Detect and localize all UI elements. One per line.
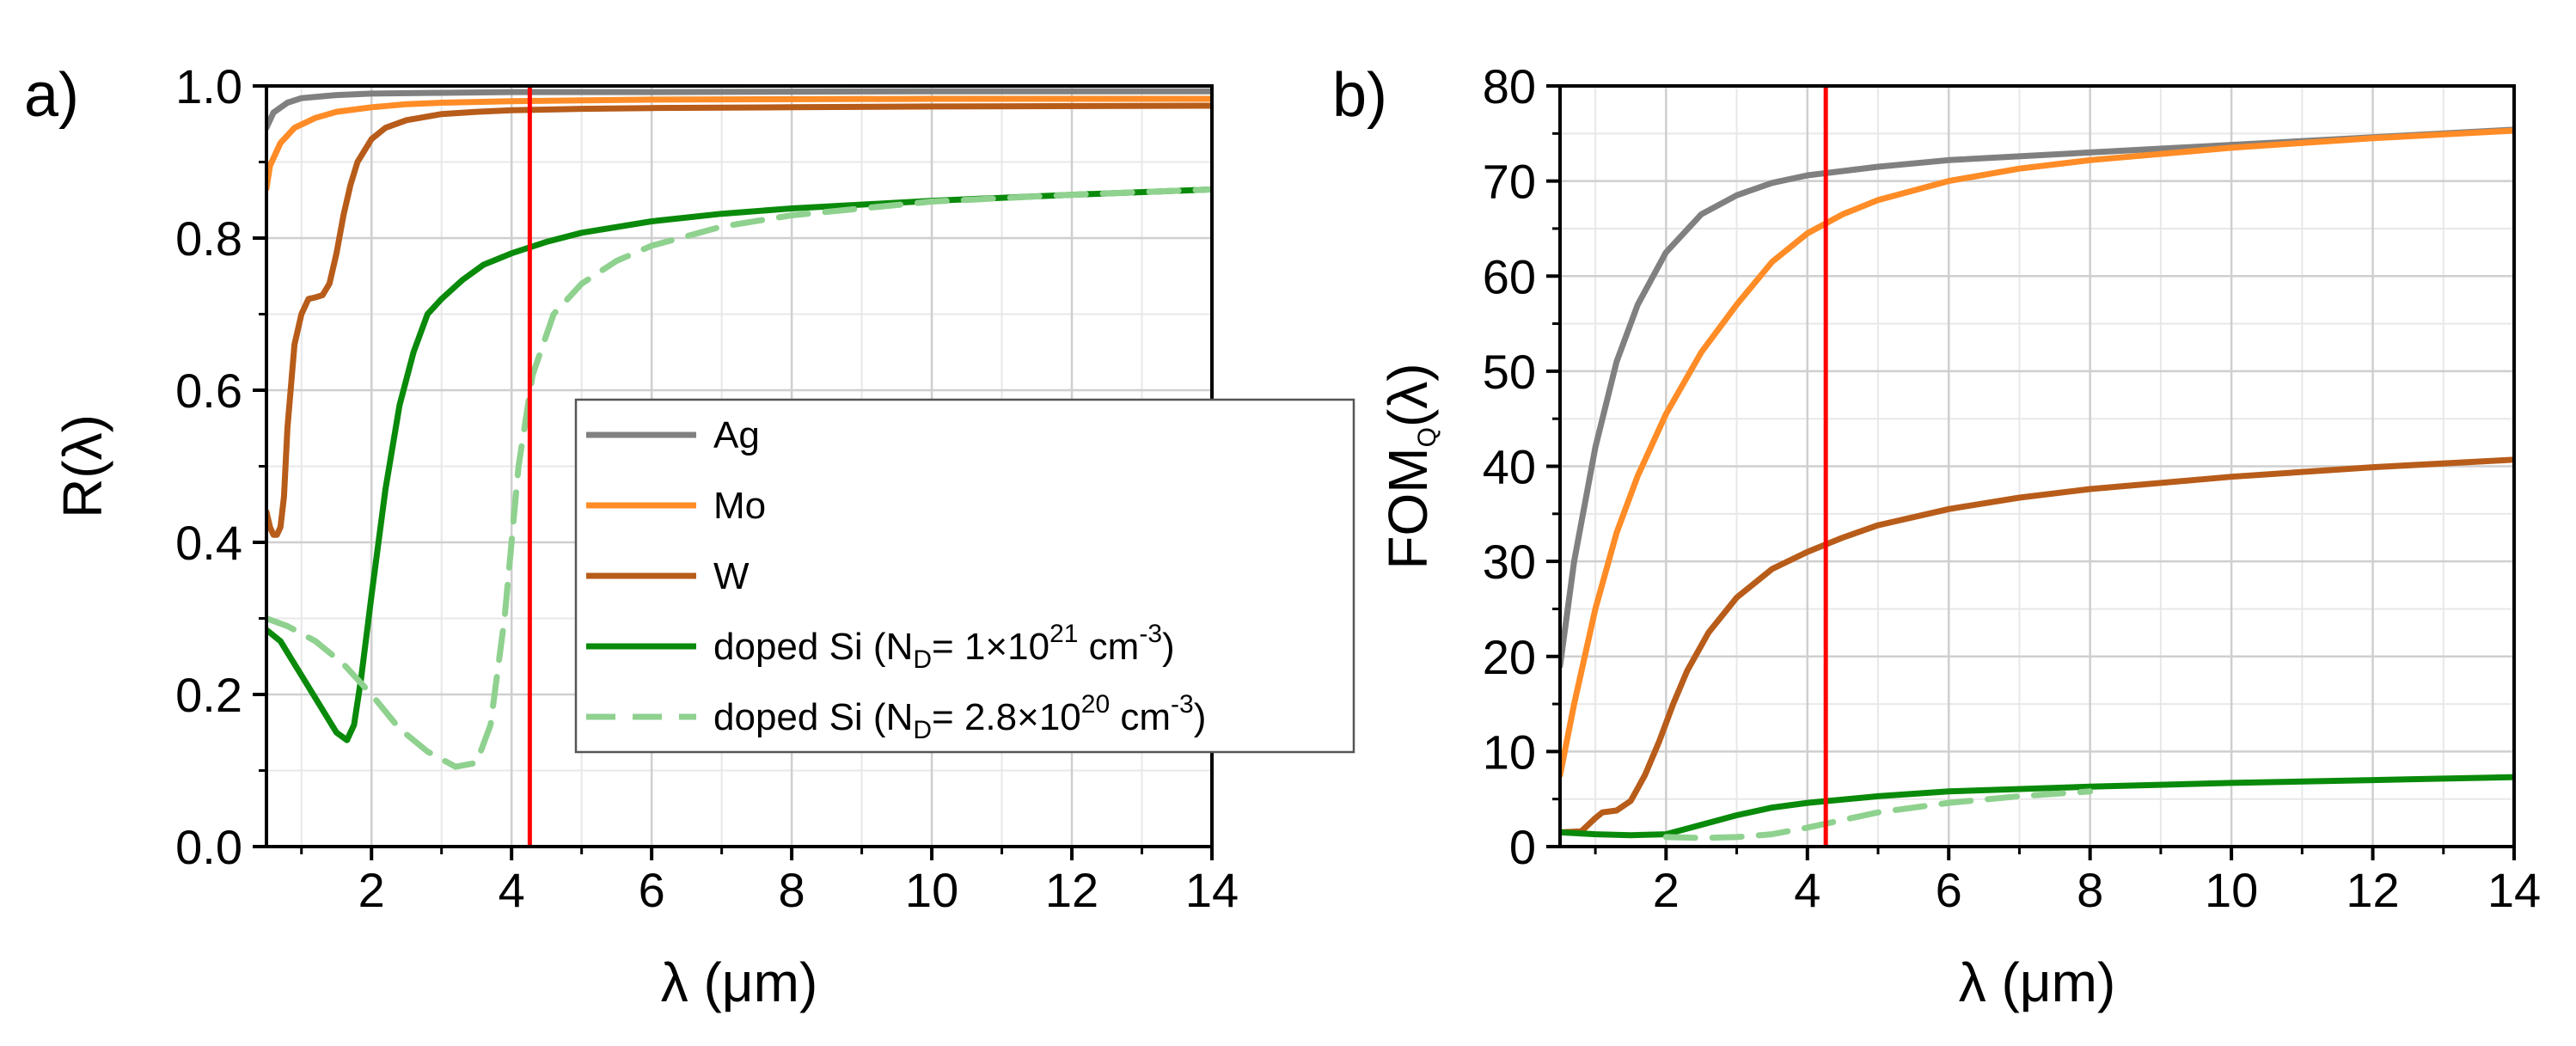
panel-label: b): [1332, 61, 1387, 130]
ticks: [1546, 84, 2516, 860]
x-tick-label: 14: [2487, 863, 2541, 917]
legend-label-part: Ag: [713, 414, 760, 456]
legend-label: doped Si (ND​= 2.8×1020​ cm-3​): [713, 690, 1206, 744]
x-tick-label: 8: [2077, 863, 2103, 917]
y-axis-title: FOMQ​(λ): [1377, 363, 1441, 569]
y-tick-label: 60: [1483, 249, 1536, 303]
legend-label-part: cm: [1078, 626, 1139, 668]
series-line-doped-si-1e21: [1560, 774, 2514, 839]
y-axis-title-sub: Q: [1413, 427, 1441, 447]
y-tick-label: 0: [1509, 820, 1536, 874]
series-line-w: [266, 102, 1212, 538]
x-tick-label: 6: [639, 863, 665, 917]
x-tick-label: 2: [1653, 863, 1680, 917]
legend-label-part: D: [913, 645, 932, 674]
y-tick-label: 0.0: [175, 820, 242, 874]
x-tick-label: 2: [358, 863, 385, 917]
legend-box: [574, 398, 1355, 754]
x-tick-label: 14: [1185, 863, 1239, 917]
y-tick-label: 50: [1483, 345, 1536, 399]
x-tick-label: 10: [2205, 863, 2258, 917]
panel-label: a): [24, 61, 79, 130]
legend-label-part: doped Si (N: [713, 626, 913, 668]
series-line-doped-si-2-8e20: [266, 186, 1212, 770]
legend-label-part: Mo: [713, 485, 766, 527]
legend-label: Ag: [713, 414, 760, 456]
x-tick-label: 4: [1794, 863, 1820, 917]
x-tick-label: 12: [1045, 863, 1098, 917]
x-axis-title: λ (μm): [1959, 951, 2116, 1013]
legend-label-part: -3: [1139, 620, 1162, 648]
legend-label-part: = 2.8×10: [932, 696, 1081, 738]
panel-b-fom-chart: 2 4 6 8 10 12 14 0 10 20 30 40 50 60 70 80 λ (μm) FOMQ​(λ…: [1332, 59, 2541, 1013]
y-axis-title: R(λ): [52, 414, 113, 518]
series-line-mo: [266, 95, 1212, 192]
legend-label-part: = 1×10: [932, 626, 1049, 668]
series-line-w: [1560, 456, 2514, 835]
series-line-doped-si-1e21: [266, 186, 1212, 743]
x-tick-label: 8: [779, 863, 805, 917]
series-group: [266, 88, 1212, 770]
y-axis-title-end: (λ): [1377, 363, 1439, 427]
y-tick-label: 40: [1483, 440, 1536, 494]
legend-label-part: D: [913, 716, 932, 744]
x-tick-label: 4: [499, 863, 525, 917]
x-tick-label: 10: [905, 863, 958, 917]
legend-label-part: cm: [1110, 696, 1171, 738]
legend-label-part: 21: [1049, 620, 1078, 648]
series-line-mo: [1560, 127, 2514, 779]
series-group: [1560, 126, 2514, 841]
legend-label-part: 20: [1081, 690, 1110, 719]
legend-label: doped Si (ND​= 1×1021​ cm-3​): [713, 620, 1175, 674]
panel-a-reflectance-chart: 2 4 6 8 10 12 14 0.0 0.2 0.4 0.6 0.8 1.0 λ (μm) R(λ) a)…: [24, 59, 1355, 1013]
x-tick-label: 12: [2346, 863, 2399, 917]
y-tick-label: 70: [1483, 155, 1536, 209]
legend-label: Mo: [713, 485, 766, 527]
series-line-ag: [1560, 126, 2514, 670]
legend-label: W: [713, 555, 750, 597]
y-tick-label: 0.8: [175, 211, 242, 266]
x-axis-title: λ (μm): [661, 951, 818, 1013]
y-tick-label: 1.0: [175, 59, 242, 113]
series-line-ag: [266, 88, 1212, 132]
y-tick-label: 0.2: [175, 668, 242, 722]
legend-label-part: doped Si (N: [713, 696, 913, 738]
y-tick-label: 30: [1483, 535, 1536, 589]
y-tick-label: 0.4: [175, 516, 242, 570]
legend-label-part: ): [1194, 696, 1207, 738]
legend-label-part: ): [1162, 626, 1175, 668]
y-tick-label: 20: [1483, 630, 1536, 684]
y-axis-title-main: FOM: [1377, 447, 1439, 569]
y-tick-label: 10: [1483, 725, 1536, 779]
legend-label-part: W: [713, 555, 750, 597]
x-tick-label: 6: [1936, 863, 1962, 917]
legend-label-part: -3: [1171, 690, 1194, 719]
y-tick-label: 80: [1483, 59, 1536, 113]
ticks: [253, 84, 1214, 860]
y-tick-label: 0.6: [175, 364, 242, 418]
